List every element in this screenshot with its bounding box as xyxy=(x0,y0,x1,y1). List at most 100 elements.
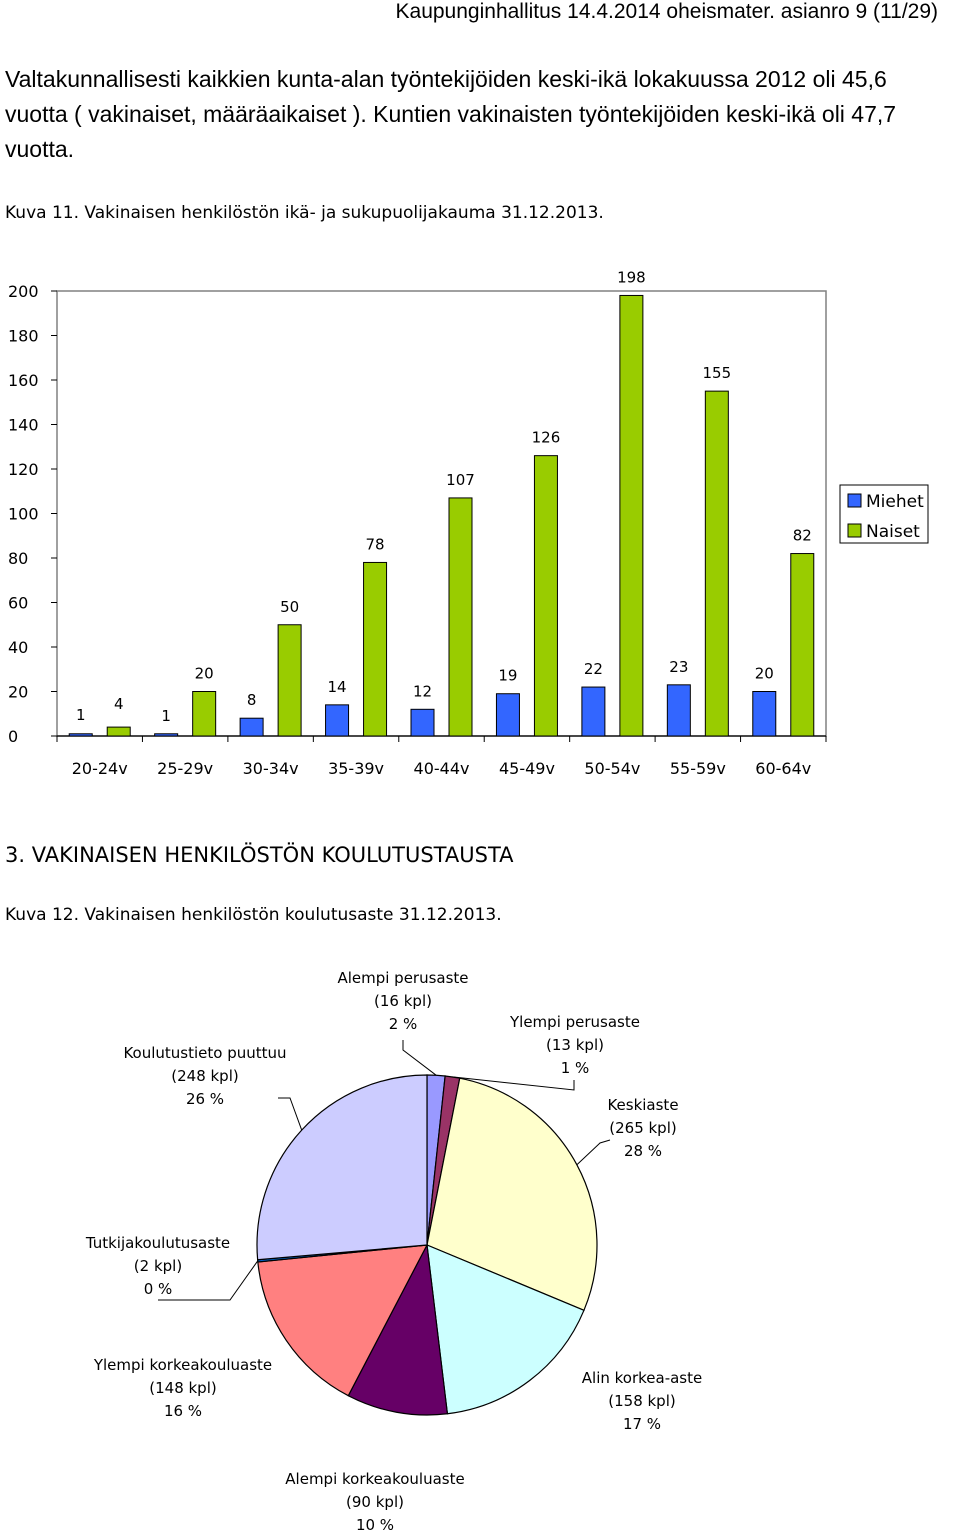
x-tick-label: 45-49v xyxy=(499,759,555,778)
pie-slice-7 xyxy=(256,1074,428,1261)
data-label-naiset: 4 xyxy=(114,695,124,713)
bar-miehet-40-44v xyxy=(410,708,435,737)
pie-label-count: (248 kpl) xyxy=(171,1067,238,1085)
bar-miehet-20-24v xyxy=(68,733,93,737)
document-header: Kaupunginhallitus 14.4.2014 oheismater. … xyxy=(395,0,938,23)
data-label-naiset: 126 xyxy=(532,429,561,447)
pie-label-name: Alempi perusaste xyxy=(337,969,468,987)
bar-miehet-55-59v xyxy=(666,684,691,737)
y-tick-label: 80 xyxy=(8,549,28,568)
y-tick-label: 200 xyxy=(8,282,39,301)
education-pie-chart: Alempi perusaste (16 kpl) 2 % Ylempi perusa… xyxy=(85,969,702,1530)
intro-paragraph: Valtakunnallisesti kaikkien kunta-alan t… xyxy=(5,66,897,162)
pie-label-count: (16 kpl) xyxy=(374,992,432,1010)
pie-label-percent: 28 % xyxy=(624,1142,662,1160)
bar-naiset-55-59v xyxy=(704,390,729,737)
y-tick-label: 120 xyxy=(8,460,39,479)
y-tick-label: 100 xyxy=(8,505,39,524)
pie-slice-4 xyxy=(347,1243,449,1416)
legend-swatch-naiset xyxy=(847,523,862,538)
bar-naiset-40-44v xyxy=(448,497,473,737)
section-heading: 3. VAKINAISEN HENKILÖSTÖN KOULUTUSTAUSTA xyxy=(5,843,514,867)
x-tick-label: 60-64v xyxy=(755,759,811,778)
y-tick-label: 60 xyxy=(8,594,28,613)
y-tick-label: 160 xyxy=(8,371,39,390)
pie-label-count: (148 kpl) xyxy=(149,1379,216,1397)
pie-leader-line xyxy=(576,1139,611,1166)
pie-label-name: Koulutustieto puuttuu xyxy=(123,1044,286,1062)
data-label-naiset: 155 xyxy=(703,364,732,382)
pie-leader-line xyxy=(158,1260,259,1301)
bar-naiset-45-49v xyxy=(533,455,558,737)
pie-label-name: Tutkijakoulutusaste xyxy=(85,1234,230,1252)
pie-slice-3 xyxy=(426,1244,585,1415)
x-tick-label: 50-54v xyxy=(584,759,640,778)
bar-naiset-30-34v xyxy=(277,624,302,737)
x-tick-label: 35-39v xyxy=(328,759,384,778)
data-label-naiset: 198 xyxy=(617,268,646,286)
pie-label-percent: 26 % xyxy=(186,1090,224,1108)
pie-label-count: (265 kpl) xyxy=(609,1119,676,1137)
x-tick-label: 25-29v xyxy=(157,759,213,778)
pie-label-count: (158 kpl) xyxy=(608,1392,675,1410)
pie-label-count: (90 kpl) xyxy=(346,1493,404,1511)
bar-miehet-35-39v xyxy=(325,704,350,737)
data-label-miehet: 8 xyxy=(247,691,257,709)
bar-miehet-60-64v xyxy=(752,691,777,737)
data-label-naiset: 78 xyxy=(366,535,385,553)
bar-miehet-45-49v xyxy=(495,693,520,737)
pie-leader-line xyxy=(278,1097,303,1131)
pie-label-count: (2 kpl) xyxy=(134,1257,182,1275)
pie-label-percent: 16 % xyxy=(164,1402,202,1420)
bar-miehet-30-34v xyxy=(239,717,264,737)
pie-label-name: Keskiaste xyxy=(607,1096,678,1114)
x-tick-label: 30-34v xyxy=(243,759,299,778)
pie-label-name: Alin korkea-aste xyxy=(582,1369,702,1387)
bar-naiset-35-39v xyxy=(363,561,388,737)
plot-area xyxy=(56,290,827,737)
pie-leader-line xyxy=(452,1076,575,1091)
pie-leader-line xyxy=(402,1040,437,1076)
pie-label-name: Alempi korkeakouluaste xyxy=(285,1470,464,1488)
data-label-naiset: 20 xyxy=(195,665,214,683)
data-label-miehet: 1 xyxy=(161,707,171,725)
data-label-naiset: 107 xyxy=(446,471,475,489)
figure-12-caption: Kuva 12. Vakinaisen henkilöstön koulutus… xyxy=(5,905,502,925)
data-label-miehet: 1 xyxy=(76,706,86,724)
bar-miehet-25-29v xyxy=(154,733,179,737)
data-label-miehet: 19 xyxy=(498,667,517,685)
pie-label-name: Ylempi korkeakouluaste xyxy=(93,1356,272,1374)
data-label-miehet: 14 xyxy=(328,678,347,696)
x-tick-label: 20-24v xyxy=(72,759,128,778)
pie-label-percent: 10 % xyxy=(356,1516,394,1530)
y-tick-label: 40 xyxy=(8,638,28,657)
bar-naiset-50-54v xyxy=(619,294,644,737)
y-tick-label: 0 xyxy=(8,727,18,746)
figure-11-caption: Kuva 11. Vakinaisen henkilöstön ikä- ja … xyxy=(5,203,604,223)
data-label-miehet: 22 xyxy=(584,660,603,678)
legend-label-naiset: Naiset xyxy=(866,522,920,542)
x-tick-label: 55-59v xyxy=(670,759,726,778)
data-label-miehet: 12 xyxy=(413,682,432,700)
bar-miehet-50-54v xyxy=(581,686,606,737)
y-tick-label: 140 xyxy=(8,416,39,435)
data-label-naiset: 82 xyxy=(793,527,812,545)
data-label-miehet: 23 xyxy=(669,658,688,676)
x-tick-label: 40-44v xyxy=(414,759,470,778)
bar-naiset-20-24v xyxy=(106,726,131,737)
legend-label-miehet: Miehet xyxy=(866,492,924,512)
pie-label-percent: 17 % xyxy=(623,1415,661,1433)
pie-slice-5 xyxy=(257,1244,429,1397)
y-tick-label: 20 xyxy=(8,683,28,702)
data-label-miehet: 20 xyxy=(755,665,774,683)
y-tick-label: 180 xyxy=(8,327,39,346)
pie-label-count: (13 kpl) xyxy=(546,1036,604,1054)
legend-swatch-miehet xyxy=(847,493,862,508)
pie-label-percent: 2 % xyxy=(389,1015,418,1033)
data-label-naiset: 50 xyxy=(280,598,299,616)
bar-naiset-60-64v xyxy=(790,553,815,737)
bar-naiset-25-29v xyxy=(192,691,217,737)
pie-slice-2 xyxy=(426,1077,598,1312)
pie-label-percent: 1 % xyxy=(561,1059,590,1077)
